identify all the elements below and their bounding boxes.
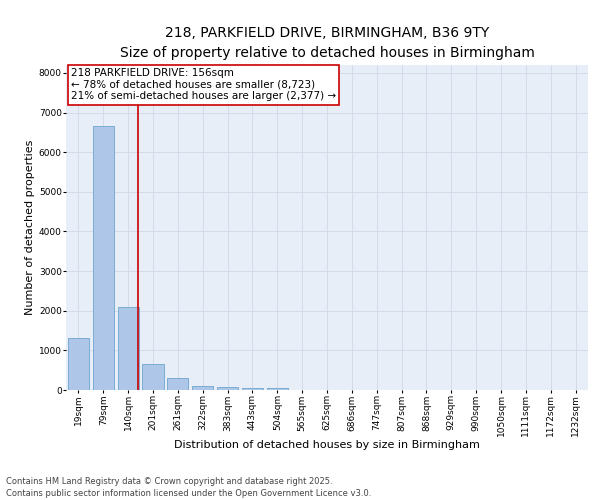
Bar <box>267 388 288 390</box>
Bar <box>93 126 114 390</box>
Bar <box>68 338 89 390</box>
Title: 218, PARKFIELD DRIVE, BIRMINGHAM, B36 9TY
Size of property relative to detached : 218, PARKFIELD DRIVE, BIRMINGHAM, B36 9T… <box>119 26 535 60</box>
X-axis label: Distribution of detached houses by size in Birmingham: Distribution of detached houses by size … <box>174 440 480 450</box>
Bar <box>242 388 263 390</box>
Bar <box>142 364 164 390</box>
Bar <box>167 378 188 390</box>
Bar <box>217 387 238 390</box>
Text: 218 PARKFIELD DRIVE: 156sqm
← 78% of detached houses are smaller (8,723)
21% of : 218 PARKFIELD DRIVE: 156sqm ← 78% of det… <box>71 68 337 102</box>
Y-axis label: Number of detached properties: Number of detached properties <box>25 140 35 315</box>
Text: Contains HM Land Registry data © Crown copyright and database right 2025.
Contai: Contains HM Land Registry data © Crown c… <box>6 476 371 498</box>
Bar <box>192 386 213 390</box>
Bar <box>118 307 139 390</box>
